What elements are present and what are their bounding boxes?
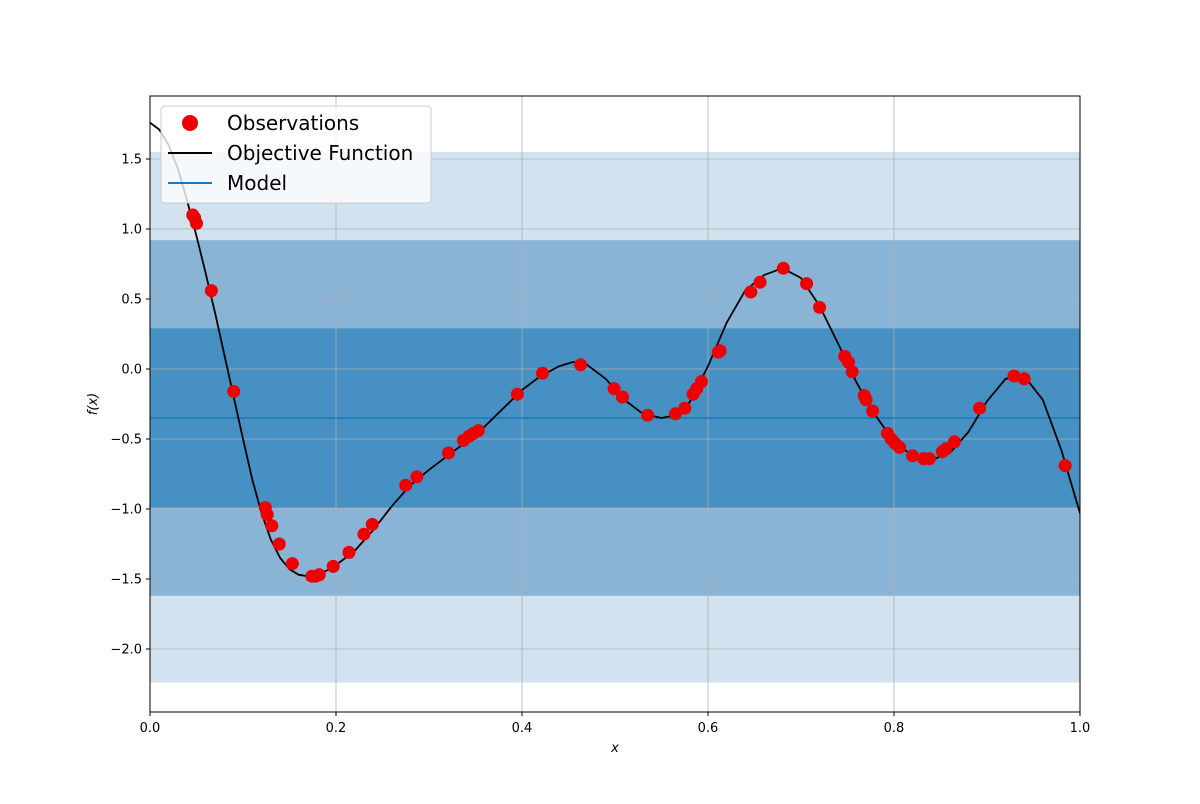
observation-point: [800, 277, 814, 291]
y-tick-label: 1.5: [121, 153, 142, 168]
observation-point: [893, 440, 907, 454]
observation-point: [678, 401, 692, 415]
y-tick-label: 0.5: [121, 293, 142, 308]
legend-marker-observations: [182, 115, 198, 131]
observation-point: [204, 284, 218, 298]
x-axis-label: x: [610, 741, 619, 756]
observation-point: [1058, 459, 1072, 473]
legend-label: Model: [227, 171, 287, 195]
x-tick-label: 1.0: [1070, 721, 1091, 736]
plot-area: 0.0 0.2 0.4 0.6 0.8 1.0 −2.0 −1.5 −1.0 −0.5 0.0 0.5…: [86, 95, 1091, 756]
observation-point: [859, 393, 873, 407]
observation-point: [641, 408, 655, 422]
legend-box: [160, 105, 432, 204]
observation-point: [272, 537, 286, 551]
observation-point: [1017, 372, 1031, 386]
observation-point: [265, 519, 279, 533]
observation-point: [535, 366, 549, 380]
x-tick-label: 0.2: [326, 721, 347, 736]
observation-point: [906, 449, 920, 463]
observation-point: [776, 261, 790, 275]
observation-point: [574, 358, 588, 372]
observation-point: [342, 545, 356, 559]
axes-frame: [149, 95, 1081, 713]
x-tick-label: 0.6: [698, 721, 719, 736]
y-tick-label: −1.5: [110, 573, 142, 588]
observation-point: [744, 285, 758, 299]
observation-point: [471, 424, 485, 438]
y-tick-label: −0.5: [110, 433, 142, 448]
observation-point: [399, 478, 413, 492]
x-tick-label: 0.4: [512, 721, 533, 736]
y-axis-label: f(x): [86, 393, 101, 415]
y-tick-label: −2.0: [110, 643, 142, 658]
observation-point: [260, 508, 274, 522]
observation-point: [312, 568, 326, 582]
x-tick-label: 0.8: [884, 721, 905, 736]
y-tick-label: 0.0: [121, 363, 142, 378]
observation-point: [973, 401, 987, 415]
observation-point: [510, 387, 524, 401]
plot-clip-group: [150, 96, 1080, 712]
observation-point: [713, 344, 727, 358]
observation-point: [694, 375, 708, 389]
observation-point: [285, 557, 299, 571]
observation-point: [866, 404, 880, 418]
observation-point: [615, 390, 629, 404]
observation-point: [845, 365, 859, 379]
legend-label: Observations: [227, 111, 359, 135]
x-tick-label: 0.0: [140, 721, 161, 736]
observation-point: [326, 559, 340, 573]
legend-label: Objective Function: [227, 141, 413, 165]
legend: Observations Objective Function Model: [160, 105, 432, 204]
observation-point: [357, 527, 371, 541]
observation-point: [813, 300, 827, 314]
observation-point: [947, 435, 961, 449]
observation-point: [227, 384, 241, 398]
observation-point: [922, 452, 936, 466]
observation-point: [753, 275, 767, 289]
observation-point: [1007, 369, 1021, 383]
y-tick-label: −1.0: [110, 503, 142, 518]
observation-point: [365, 517, 379, 531]
observation-point: [442, 446, 456, 460]
y-tick-label: 1.0: [121, 223, 142, 238]
observation-point: [607, 382, 621, 396]
observation-point: [190, 216, 203, 230]
observation-point: [841, 355, 855, 369]
observation-point: [410, 470, 424, 484]
